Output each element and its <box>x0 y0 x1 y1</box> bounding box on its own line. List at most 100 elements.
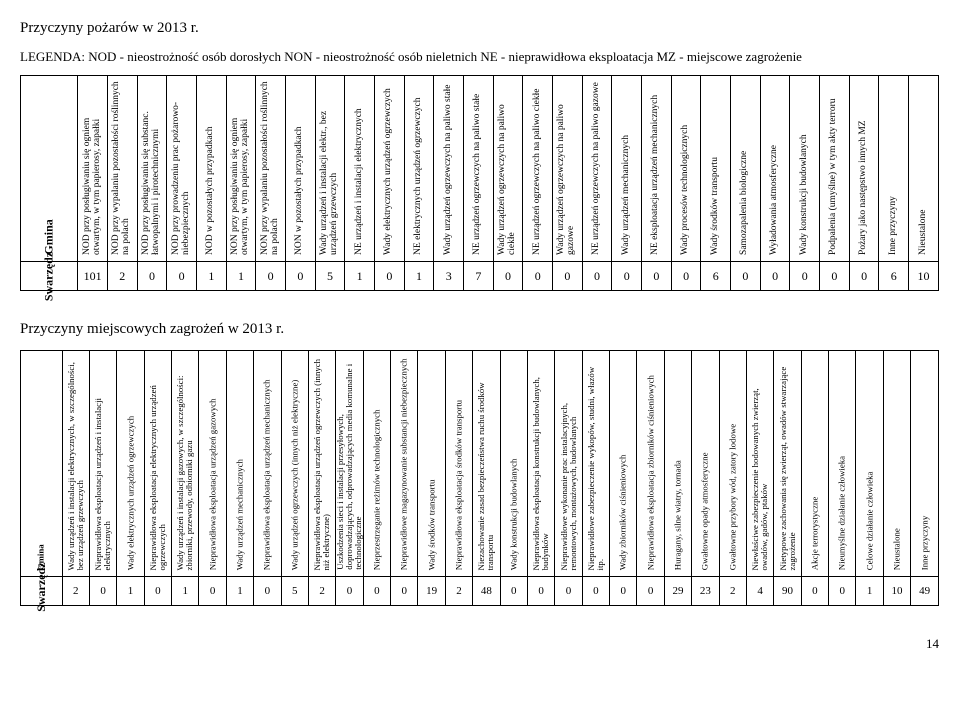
cell-value: 1 <box>345 262 375 291</box>
cell-value: 1 <box>196 262 226 291</box>
cell-value: 0 <box>671 262 701 291</box>
col-header: Wady środków transportu <box>418 351 445 577</box>
col-header: Inne przyczyny <box>879 76 909 262</box>
cell-value: 1 <box>404 262 434 291</box>
cell-value: 0 <box>375 262 405 291</box>
col-header: Wady zbiorników ciśnieniowych <box>610 351 637 577</box>
col-header: NOD w pozostałych przypadkach <box>196 76 226 262</box>
col-header: Nieprawidłowe wykonanie prac instalacyjn… <box>555 351 582 577</box>
col-header: Wady urządzeń ogrzewczych na paliwo stał… <box>434 76 464 262</box>
cell-value: 0 <box>167 262 197 291</box>
cell-value: 0 <box>493 262 523 291</box>
cell-value: 0 <box>500 577 527 606</box>
col-header: NE urządzeń ogrzewczych na paliwo ciekłe <box>523 76 553 262</box>
col-header: NE urządzeń ogrzewczych na paliwo gazowe <box>582 76 612 262</box>
col-header: Gwałtowne przybory wód, zatory lodowe <box>719 351 746 577</box>
cell-value: 49 <box>911 577 939 606</box>
cell-value: 101 <box>78 262 108 291</box>
cell-value: 0 <box>582 262 612 291</box>
col-header: Niezachowanie zasad bezpieczeństwa ruchu… <box>473 351 500 577</box>
col-header: Akcje terrorystyczne <box>801 351 828 577</box>
cell-value: 0 <box>89 577 116 606</box>
col-header: Wady urządzeń mechanicznych <box>226 351 253 577</box>
col-header: NON w pozostałych przypadkach <box>286 76 316 262</box>
col-header: Nieprawidłowa eksploatacja konstrukcji b… <box>527 351 554 577</box>
cell-value: 2 <box>62 577 89 606</box>
col-header: Wady procesów technologicznych <box>671 76 701 262</box>
col-header: Nieprawidłowa eksploatacja urządzeń i in… <box>89 351 116 577</box>
cell-value: 0 <box>801 577 828 606</box>
col-header: NOD przy posługiwaniu się ogniem otwarty… <box>78 76 108 262</box>
col-header: Pożary jako następstwo innych MZ <box>849 76 879 262</box>
row-label: Swarzędz <box>21 262 78 291</box>
col-gmina: Gmina <box>21 351 63 577</box>
cell-value: 0 <box>199 577 226 606</box>
cell-value: 23 <box>692 577 719 606</box>
col-header: Wady urządzeń mechanicznych <box>612 76 642 262</box>
cell-value: 0 <box>829 577 856 606</box>
cell-value: 2 <box>719 577 746 606</box>
cell-value: 0 <box>582 577 609 606</box>
cell-value: 0 <box>523 262 553 291</box>
cell-value: 7 <box>464 262 494 291</box>
col-header: Nieprawidłowa eksploatacja urządzeń ogrz… <box>308 351 335 577</box>
col-header: Wady urządzeń i instalacji elektrycznych… <box>62 351 89 577</box>
col-header: Inne przyczyny <box>911 351 939 577</box>
cell-value: 0 <box>256 262 286 291</box>
cell-value: 0 <box>286 262 316 291</box>
cell-value: 3 <box>434 262 464 291</box>
cell-value: 90 <box>774 577 801 606</box>
col-header: NON przy wypalaniu pozostałości roślinny… <box>256 76 286 262</box>
cell-value: 0 <box>137 262 167 291</box>
table-fires: Gmina NOD przy posługiwaniu się ogniem o… <box>20 75 939 291</box>
col-header: Nieprawidłowa eksploatacja zbiorników ci… <box>637 351 664 577</box>
cell-value: 10 <box>909 262 939 291</box>
cell-value: 19 <box>418 577 445 606</box>
cell-value: 0 <box>391 577 418 606</box>
col-header: Nieprawidłowe magazynowanie substancji n… <box>391 351 418 577</box>
section1-title: Przyczyny pożarów w 2013 r. <box>20 20 939 37</box>
cell-value: 0 <box>555 577 582 606</box>
col-header: Nieustalone <box>883 351 910 577</box>
col-header: Wady urządzeń i instalacji elektr., bez … <box>315 76 345 262</box>
cell-value: 4 <box>746 577 773 606</box>
cell-value: 0 <box>144 577 171 606</box>
col-header: Wady elektrycznych urządzeń ogrzewczych <box>375 76 405 262</box>
cell-value: 0 <box>760 262 790 291</box>
col-header: NE urządzeń i instalacji elektrycznych <box>345 76 375 262</box>
col-header: NOD przy prowadzeniu prac pożarowo-niebe… <box>167 76 197 262</box>
cell-value: 48 <box>473 577 500 606</box>
cell-value: 2 <box>107 262 137 291</box>
cell-value: 0 <box>642 262 672 291</box>
cell-value: 0 <box>254 577 281 606</box>
section1-legend: LEGENDA: NOD - nieostrożność osób dorosł… <box>20 49 939 65</box>
col-header: NE elektrycznych urządzeń ogrzewczych <box>404 76 434 262</box>
cell-value: 0 <box>612 262 642 291</box>
cell-value: 1 <box>226 262 256 291</box>
cell-value: 5 <box>281 577 308 606</box>
col-header: Nieprawidłowa eksploatacja elektrycznych… <box>144 351 171 577</box>
col-header: NOD przy wypalaniu pozostałości roślinny… <box>107 76 137 262</box>
col-header: Nieprawidłowe zabezpieczenie wykopów, st… <box>582 351 609 577</box>
col-header: Gwałtowne opady atmosferyczne <box>692 351 719 577</box>
col-header: Wady konstrukcji budowlanych <box>790 76 820 262</box>
cell-value: 0 <box>790 262 820 291</box>
col-header: Wady urządzeń ogrzewczych na paliwo gazo… <box>553 76 583 262</box>
col-header: Nieustalone <box>909 76 939 262</box>
page-number: 14 <box>20 636 939 652</box>
cell-value: 0 <box>731 262 761 291</box>
col-header: Wady urządzeń ogrzewczych (innych niż el… <box>281 351 308 577</box>
col-header: Wady urządzeń ogrzewczych na paliwo ciek… <box>493 76 523 262</box>
col-header: Nieumyślne działanie człowieka <box>829 351 856 577</box>
col-header: Huragany, silne wiatry, tornada <box>664 351 691 577</box>
table-mz: Gmina Wady urządzeń i instalacji elektry… <box>20 350 939 606</box>
col-header: Niewłaściwe zabezpieczenie hodowanych zw… <box>746 351 773 577</box>
col-gmina: Gmina <box>21 76 78 262</box>
cell-value: 6 <box>701 262 731 291</box>
cell-value: 10 <box>883 577 910 606</box>
cell-value: 0 <box>849 262 879 291</box>
cell-value: 1 <box>172 577 199 606</box>
col-header: Uszkodzenia sieci i instalacji przesyłow… <box>336 351 363 577</box>
col-header: Podpalenia (umyślne) w tym akty terroru <box>820 76 850 262</box>
row-label: Swarzędz <box>21 577 63 606</box>
